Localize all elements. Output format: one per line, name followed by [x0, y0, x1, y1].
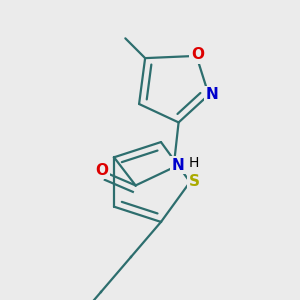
- Text: N: N: [205, 87, 218, 102]
- Text: N: N: [171, 158, 184, 173]
- Text: O: O: [95, 163, 108, 178]
- Text: S: S: [188, 175, 200, 190]
- Text: H: H: [188, 156, 199, 170]
- Text: O: O: [191, 47, 204, 62]
